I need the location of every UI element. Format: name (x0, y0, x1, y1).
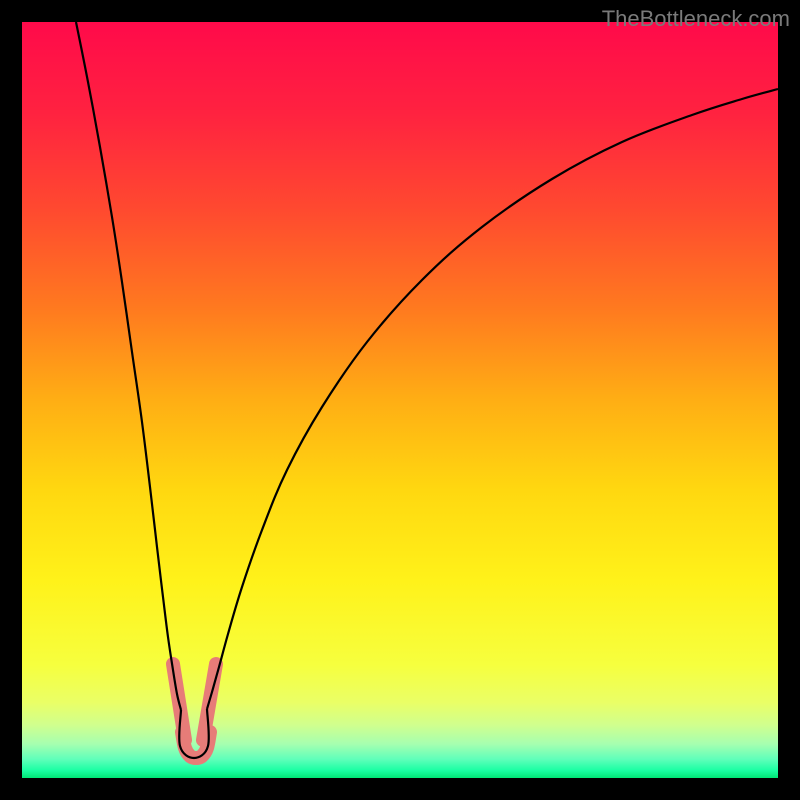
border-right (778, 0, 800, 800)
bottleneck-curve-right (207, 89, 778, 709)
curve-layer (22, 22, 778, 778)
border-left (0, 0, 22, 800)
chart-frame: TheBottleneck.com (0, 0, 800, 800)
plot-area (22, 22, 778, 778)
border-bottom (0, 778, 800, 800)
bottleneck-curve-left (76, 22, 181, 710)
watermark-text: TheBottleneck.com (602, 6, 790, 32)
